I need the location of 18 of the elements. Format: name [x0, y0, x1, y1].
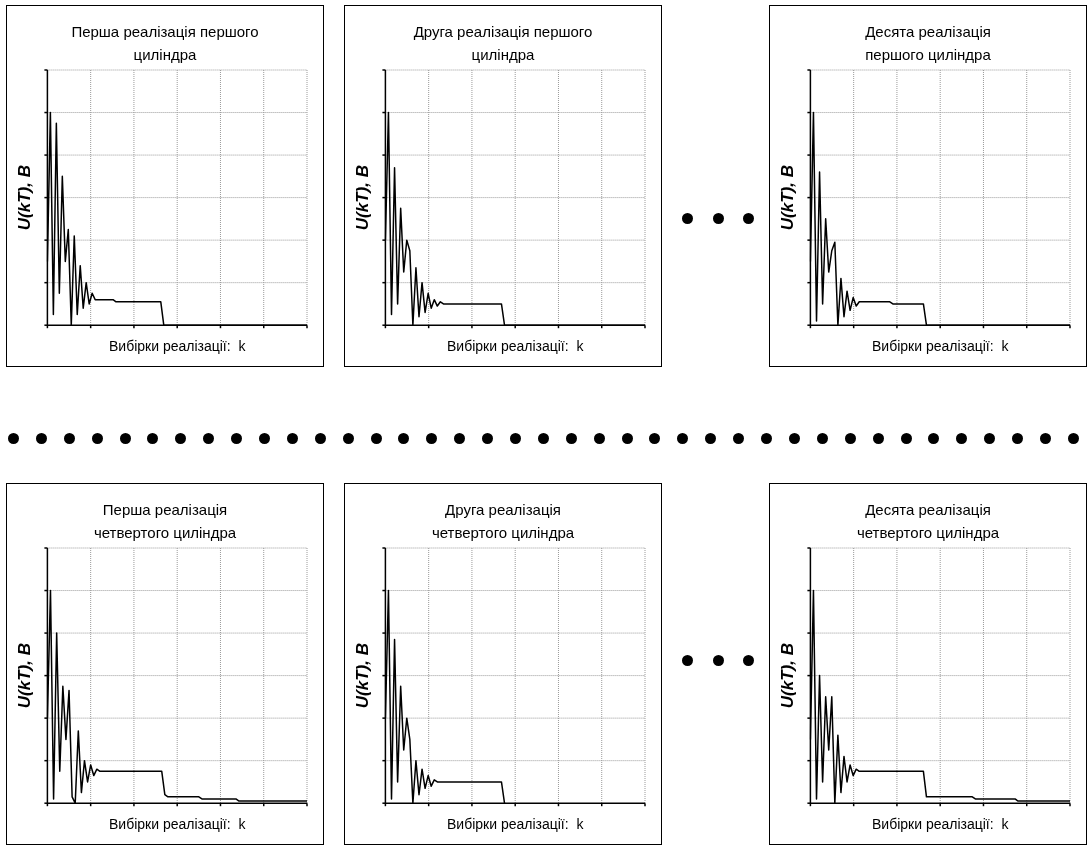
y-axis-title: U(kT), B — [352, 643, 372, 709]
y-axis-title: U(kT), B — [352, 165, 372, 231]
y-axis-title: U(kT), B — [14, 643, 34, 709]
chart-title: Перша реалізація першого циліндра — [71, 22, 259, 65]
y-axis-title: U(kT), B — [777, 165, 797, 231]
chart-title: Перша реалізація четвертого циліндра — [92, 500, 238, 543]
x-axis-title: Вибірки реалізації: k — [446, 338, 585, 355]
x-axis-title: Вибірки реалізації: k — [446, 816, 585, 833]
y-axis-title: U(kT), B — [777, 643, 797, 709]
chart-title: Друга реалізація четвертого циліндра — [430, 500, 576, 543]
x-axis-title: Вибірки реалізації: k — [108, 816, 247, 833]
x-axis-title: Вибірки реалізації: k — [108, 338, 247, 355]
chart-title: Десята реалізація першого циліндра — [864, 22, 992, 65]
chart-title: Друга реалізація першого циліндра — [412, 22, 594, 65]
chart-title: Десята реалізація четвертого циліндра — [855, 500, 1001, 543]
x-axis-title: Вибірки реалізації: k — [871, 816, 1010, 833]
y-axis-title: U(kT), B — [14, 165, 34, 231]
x-axis-title: Вибірки реалізації: k — [871, 338, 1010, 355]
